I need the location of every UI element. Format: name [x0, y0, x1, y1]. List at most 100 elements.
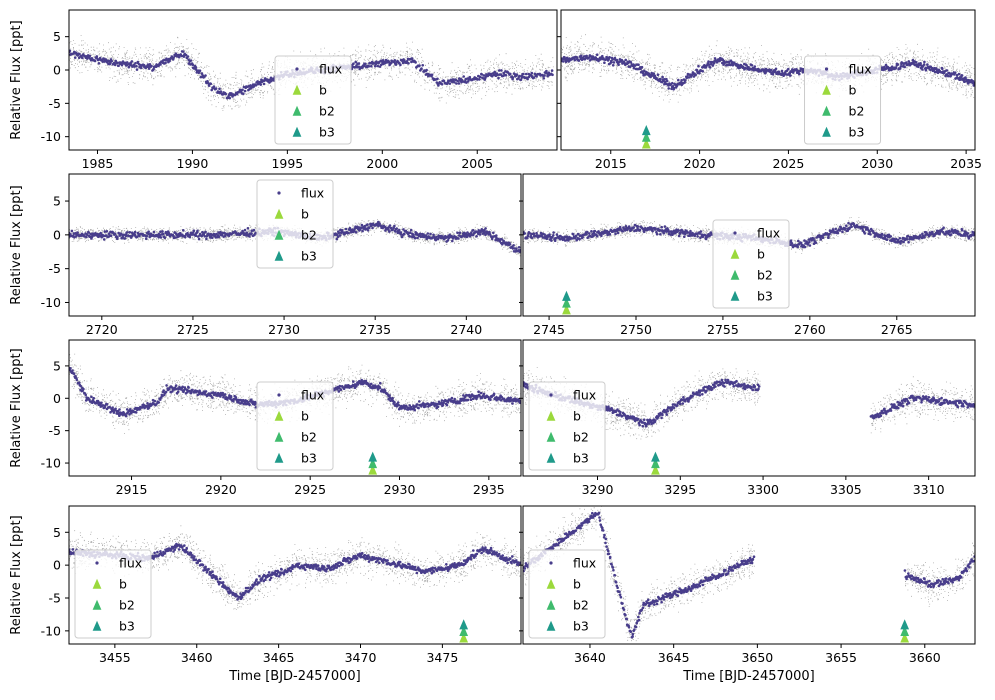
legend: flux b b2 b3 [274, 55, 352, 145]
x-tick-label: 3640 [574, 650, 606, 665]
legend-label-flux: flux [319, 62, 342, 77]
x-tick-label: 3660 [909, 650, 941, 665]
x-tick-label: 3300 [747, 482, 779, 497]
legend-label-flux: flux [301, 186, 324, 201]
legend-box [528, 381, 606, 471]
legend-label-b3: b3 [757, 289, 773, 304]
legend-label-flux: flux [573, 388, 596, 403]
legend-marker-b2 [546, 599, 556, 610]
legend-marker-b [92, 578, 102, 589]
axes-frame [560, 9, 976, 151]
legend-label-b2: b2 [573, 598, 589, 613]
x-tick-label: 3290 [582, 482, 614, 497]
legend-label-b2: b2 [757, 268, 773, 283]
raw-flux-scatter [561, 34, 975, 103]
legend-marker-b2 [546, 431, 556, 442]
y-tick-label: 0 [53, 391, 61, 406]
axes-frame [522, 173, 976, 317]
transit-marker-b3 [562, 290, 571, 301]
legend-label-b2: b2 [301, 228, 317, 243]
panel-5: 2915 2920 2925 2930 2935 5 0 -5 -10 Relative Flux… [9, 339, 522, 497]
legend-marker-b2 [274, 431, 284, 442]
x-tick-label: 2930 [384, 482, 416, 497]
y-tick-label: 0 [53, 558, 61, 573]
transit-marker-b2 [459, 625, 469, 636]
transit-marker-b2 [651, 458, 660, 469]
legend-box [74, 549, 152, 639]
x-tick-label: 3650 [741, 650, 773, 665]
legend-marker-flux [733, 231, 737, 235]
legend: flux b b2 b3 [804, 55, 882, 145]
panel-1: 1985 1990 1995 2000 2005 5 0 -5 -10 Relative Flux… [9, 9, 558, 171]
legend-marker-flux [295, 67, 299, 71]
legend-marker-b2 [292, 105, 302, 116]
legend-label-b2: b2 [119, 598, 135, 613]
legend-marker-b [292, 84, 302, 95]
panel-7: 3455 3460 3465 3470 3475 5 0 -5 -10 Relative Flux… [9, 505, 522, 684]
legend-label-b3: b3 [119, 619, 135, 634]
transit-marker-b [368, 464, 378, 475]
transit-marker-b [641, 138, 651, 149]
legend: flux b b2 b3 [712, 219, 790, 309]
raw-flux-points [561, 34, 975, 103]
legend-marker-b3 [92, 620, 102, 631]
flux-scatter [523, 511, 975, 639]
axes-frame [522, 339, 976, 477]
legend-box [712, 219, 790, 309]
x-tick-label: 3460 [181, 650, 213, 665]
x-tick-label: 1990 [177, 156, 209, 171]
legend-label-b: b [573, 577, 581, 592]
legend-marker-flux [277, 393, 281, 397]
axes-frame [68, 173, 522, 317]
legend-label-flux: flux [849, 62, 872, 77]
x-tick-label: 2740 [450, 322, 482, 337]
x-tick-label: 2920 [205, 482, 237, 497]
x-tick-label: 2925 [294, 482, 326, 497]
x-tick-label: 3655 [825, 650, 857, 665]
y-tick-label: -10 [41, 129, 61, 144]
x-tick-label: 2745 [533, 322, 565, 337]
legend-label-b3: b3 [301, 451, 317, 466]
x-tick-label: 2025 [773, 156, 805, 171]
axes-frame [68, 339, 522, 477]
legend-marker-b [274, 208, 284, 219]
y-tick-label: -10 [41, 456, 61, 471]
y-axis-label: Relative Flux [ppt] [9, 185, 24, 304]
legend-marker-b2 [92, 599, 102, 610]
transit-marker-b3 [459, 619, 469, 630]
x-tick-label: 1985 [82, 156, 114, 171]
legend-label-b: b [319, 83, 327, 98]
legend-box [256, 179, 334, 269]
panel-3: 2720 2725 2730 2735 2740 5 0 -5 -10 Relative Flux… [9, 173, 522, 337]
x-tick-label: 2000 [366, 156, 398, 171]
x-tick-label: 2005 [461, 156, 493, 171]
legend: flux b b2 b3 [528, 549, 606, 639]
legend-label-b2: b2 [849, 104, 865, 119]
x-tick-label: 2755 [707, 322, 739, 337]
plot-area [523, 217, 975, 315]
legend-label-b: b [757, 247, 765, 262]
legend-box [804, 55, 882, 145]
legend-marker-flux [824, 67, 829, 71]
transit-marker-b2 [641, 131, 651, 142]
legend: flux b b2 b3 [528, 381, 606, 471]
x-tick-label: 2750 [620, 322, 652, 337]
legend-label-b3: b3 [573, 619, 589, 634]
legend-label-b2: b2 [573, 430, 589, 445]
legend-label-flux: flux [301, 388, 324, 403]
legend-marker-b [546, 410, 556, 421]
legend-label-b: b [119, 577, 127, 592]
flux-scatter [561, 53, 975, 91]
legend-label-flux: flux [573, 556, 596, 571]
legend-box [274, 55, 352, 145]
axes-frame [522, 505, 976, 645]
y-tick-label: -5 [49, 261, 61, 276]
legend-marker-flux [549, 561, 553, 565]
legend-marker-flux [277, 191, 281, 195]
x-tick-label: 1995 [271, 156, 303, 171]
y-tick-label: 0 [53, 227, 61, 242]
transit-marker-b2 [562, 297, 571, 308]
panel-8: 3640 3645 3650 3655 3660 Time [BJD-2457000] fl… [519, 505, 976, 684]
axes-frame [68, 505, 522, 645]
x-tick-label: 3295 [664, 482, 696, 497]
